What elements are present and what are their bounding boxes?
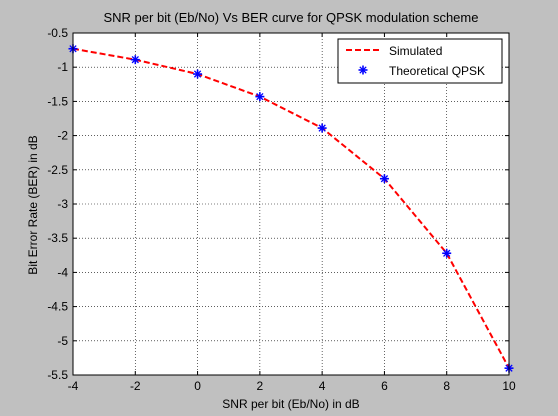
- y-axis-label: Bit Error Rate (BER) in dB: [26, 135, 40, 274]
- y-tick-label: -3: [57, 197, 68, 211]
- legend-theoretical-marker: [358, 65, 368, 75]
- x-axis-label: SNR per bit (Eb/No) in dB: [222, 397, 359, 411]
- legend: Simulated Theoretical QPSK: [337, 38, 503, 84]
- x-tick-label: 0: [194, 379, 201, 393]
- y-tick-label: -1: [57, 60, 68, 74]
- y-tick-label: -5: [57, 334, 68, 348]
- series-layer: [68, 44, 514, 373]
- x-tick-label: 2: [257, 379, 264, 393]
- y-tick-label: -4.5: [47, 300, 68, 314]
- grid: [73, 33, 509, 375]
- y-tick-label: -5.5: [47, 368, 68, 382]
- chart-title: SNR per bit (Eb/No) Vs BER curve for QPS…: [104, 10, 479, 25]
- legend-star-icon: [358, 65, 368, 75]
- y-tick-label: -2: [57, 129, 68, 143]
- series-simulated-line: [72, 47, 510, 369]
- theoretical-point: [255, 92, 265, 102]
- x-tick-label: 4: [319, 379, 326, 393]
- theoretical-point: [442, 248, 452, 258]
- legend-theoretical-label: Theoretical QPSK: [389, 64, 485, 78]
- ticks: -4 -2 0 2 4 6 8 10 -0.5 -1 -1.5 -2 -2.5 -3 -3.5 -4 -4.5 -…: [47, 26, 516, 393]
- y-tick-label: -2.5: [47, 163, 68, 177]
- legend-box: [337, 38, 503, 84]
- y-tick-label: -4: [57, 265, 68, 279]
- theoretical-point: [130, 55, 140, 65]
- y-tick-label: -3.5: [47, 231, 68, 245]
- y-tick-label: -1.5: [47, 94, 68, 108]
- x-tick-label: -4: [68, 379, 79, 393]
- x-tick-label: 6: [381, 379, 388, 393]
- plot-area: [73, 33, 509, 375]
- theoretical-point: [193, 69, 203, 79]
- legend-simulated-label: Simulated: [389, 44, 442, 58]
- x-tick-label: -2: [130, 379, 141, 393]
- y-tick-label: -0.5: [47, 26, 68, 40]
- x-tick-label: 10: [502, 379, 516, 393]
- theoretical-point: [379, 174, 389, 184]
- x-tick-label: 8: [443, 379, 450, 393]
- theoretical-point: [317, 123, 327, 133]
